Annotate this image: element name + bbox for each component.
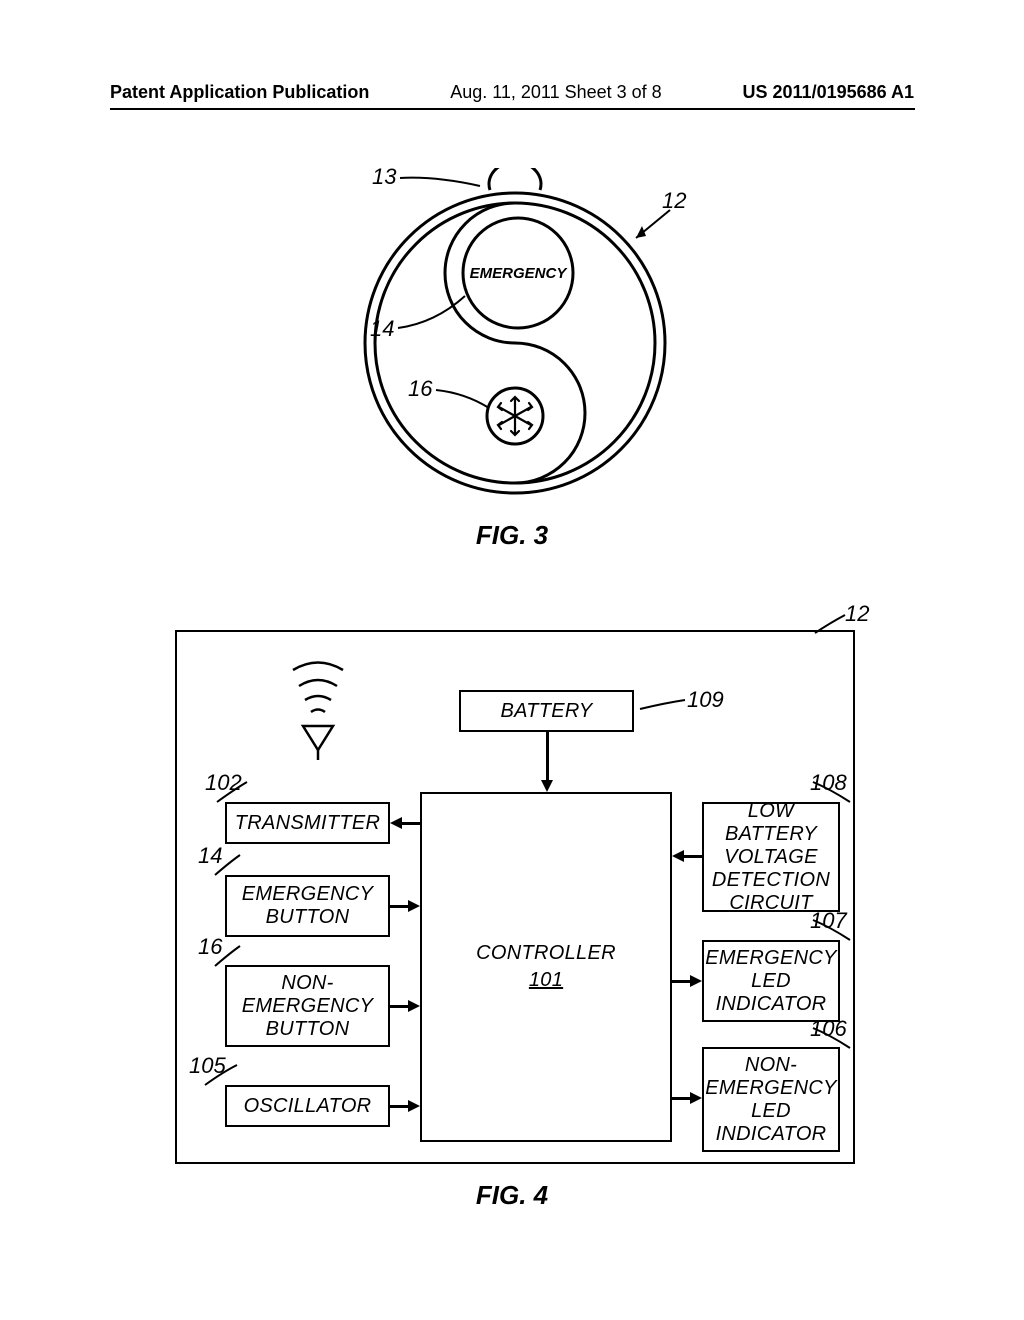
header-rule [110,108,915,110]
fig4-caption: FIG. 4 [0,1180,1024,1211]
osc-to-ctrl-head [408,1100,420,1112]
battery-arrowhead [541,780,553,792]
header-left: Patent Application Publication [110,82,369,103]
header-center: Aug. 11, 2011 Sheet 3 of 8 [450,82,662,103]
svg-text:14: 14 [370,316,394,341]
emergency-led-label: EMERGENCY LED INDICATOR [705,947,837,1016]
fig3-emergency-text: EMERGENCY [470,265,569,282]
battery-box: BATTERY [459,690,634,732]
ctrl-to-tx-head [390,817,402,829]
lb-to-ctrl-head [672,850,684,862]
non-emergency-led-label: NON- EMERGENCY LED INDICATOR [705,1054,837,1146]
battery-to-controller-arrow [546,732,549,782]
non-emergency-button-label: NON- EMERGENCY BUTTON [242,972,374,1041]
ctrl-to-tx-line [401,822,421,825]
non-emergency-led-box: NON- EMERGENCY LED INDICATOR [702,1047,840,1152]
fig4-ref-105: 105 [189,1053,226,1079]
osc-to-ctrl-line [390,1105,410,1108]
battery-label: BATTERY [500,700,592,723]
fig4-ref-14: 14 [198,843,222,869]
ctrl-to-eled-head [690,975,702,987]
fig4-ref-108: 108 [810,770,847,796]
fig4-ref-106: 106 [810,1016,847,1042]
fig4-ref-107: 107 [810,908,847,934]
fig3-svg: EMERGENCY 13 12 14 16 [340,168,690,528]
oscillator-box: OSCILLATOR [225,1085,390,1127]
fig4-ref-16: 16 [198,934,222,960]
svg-text:12: 12 [662,188,686,213]
controller-box: CONTROLLER 101 [420,792,672,1142]
ctrl-to-neled-head [690,1092,702,1104]
emergency-button-label: EMERGENCY BUTTON [242,883,374,929]
oscillator-label: OSCILLATOR [244,1095,372,1118]
fig3-caption: FIG. 3 [0,520,1024,551]
ctrl-to-eled-line [672,980,692,983]
lb-to-ctrl-line [683,855,703,858]
eb-to-ctrl-line [390,905,410,908]
header-right: US 2011/0195686 A1 [743,82,914,103]
ref109-leader [635,695,690,720]
svg-text:13: 13 [372,168,397,189]
figure-3: EMERGENCY 13 12 14 16 [340,168,690,528]
controller-label: CONTROLLER [476,942,616,965]
page-header: Patent Application Publication Aug. 11, … [0,82,1024,103]
antenna-icon [283,650,353,760]
fig4-ref-109: 109 [687,687,724,713]
svg-text:16: 16 [408,376,433,401]
neb-to-ctrl-head [408,1000,420,1012]
fig4-ref-102: 102 [205,770,242,796]
emergency-led-box: EMERGENCY LED INDICATOR [702,940,840,1022]
ctrl-to-neled-line [672,1097,692,1100]
transmitter-label: TRANSMITTER [235,812,381,835]
neb-to-ctrl-line [390,1005,410,1008]
fig4-ref-12: 12 [845,601,869,627]
emergency-button-box: EMERGENCY BUTTON [225,875,390,937]
controller-ref-101: 101 [529,969,563,992]
non-emergency-button-box: NON- EMERGENCY BUTTON [225,965,390,1047]
eb-to-ctrl-head [408,900,420,912]
figure-4: 12 BATTERY 109 CONTROLLER 101 TRANSMITTE… [175,605,855,1195]
low-battery-label: LOW BATTERY VOLTAGE DETECTION CIRCUIT [704,800,838,915]
transmitter-box: TRANSMITTER [225,802,390,844]
low-battery-box: LOW BATTERY VOLTAGE DETECTION CIRCUIT [702,802,840,912]
